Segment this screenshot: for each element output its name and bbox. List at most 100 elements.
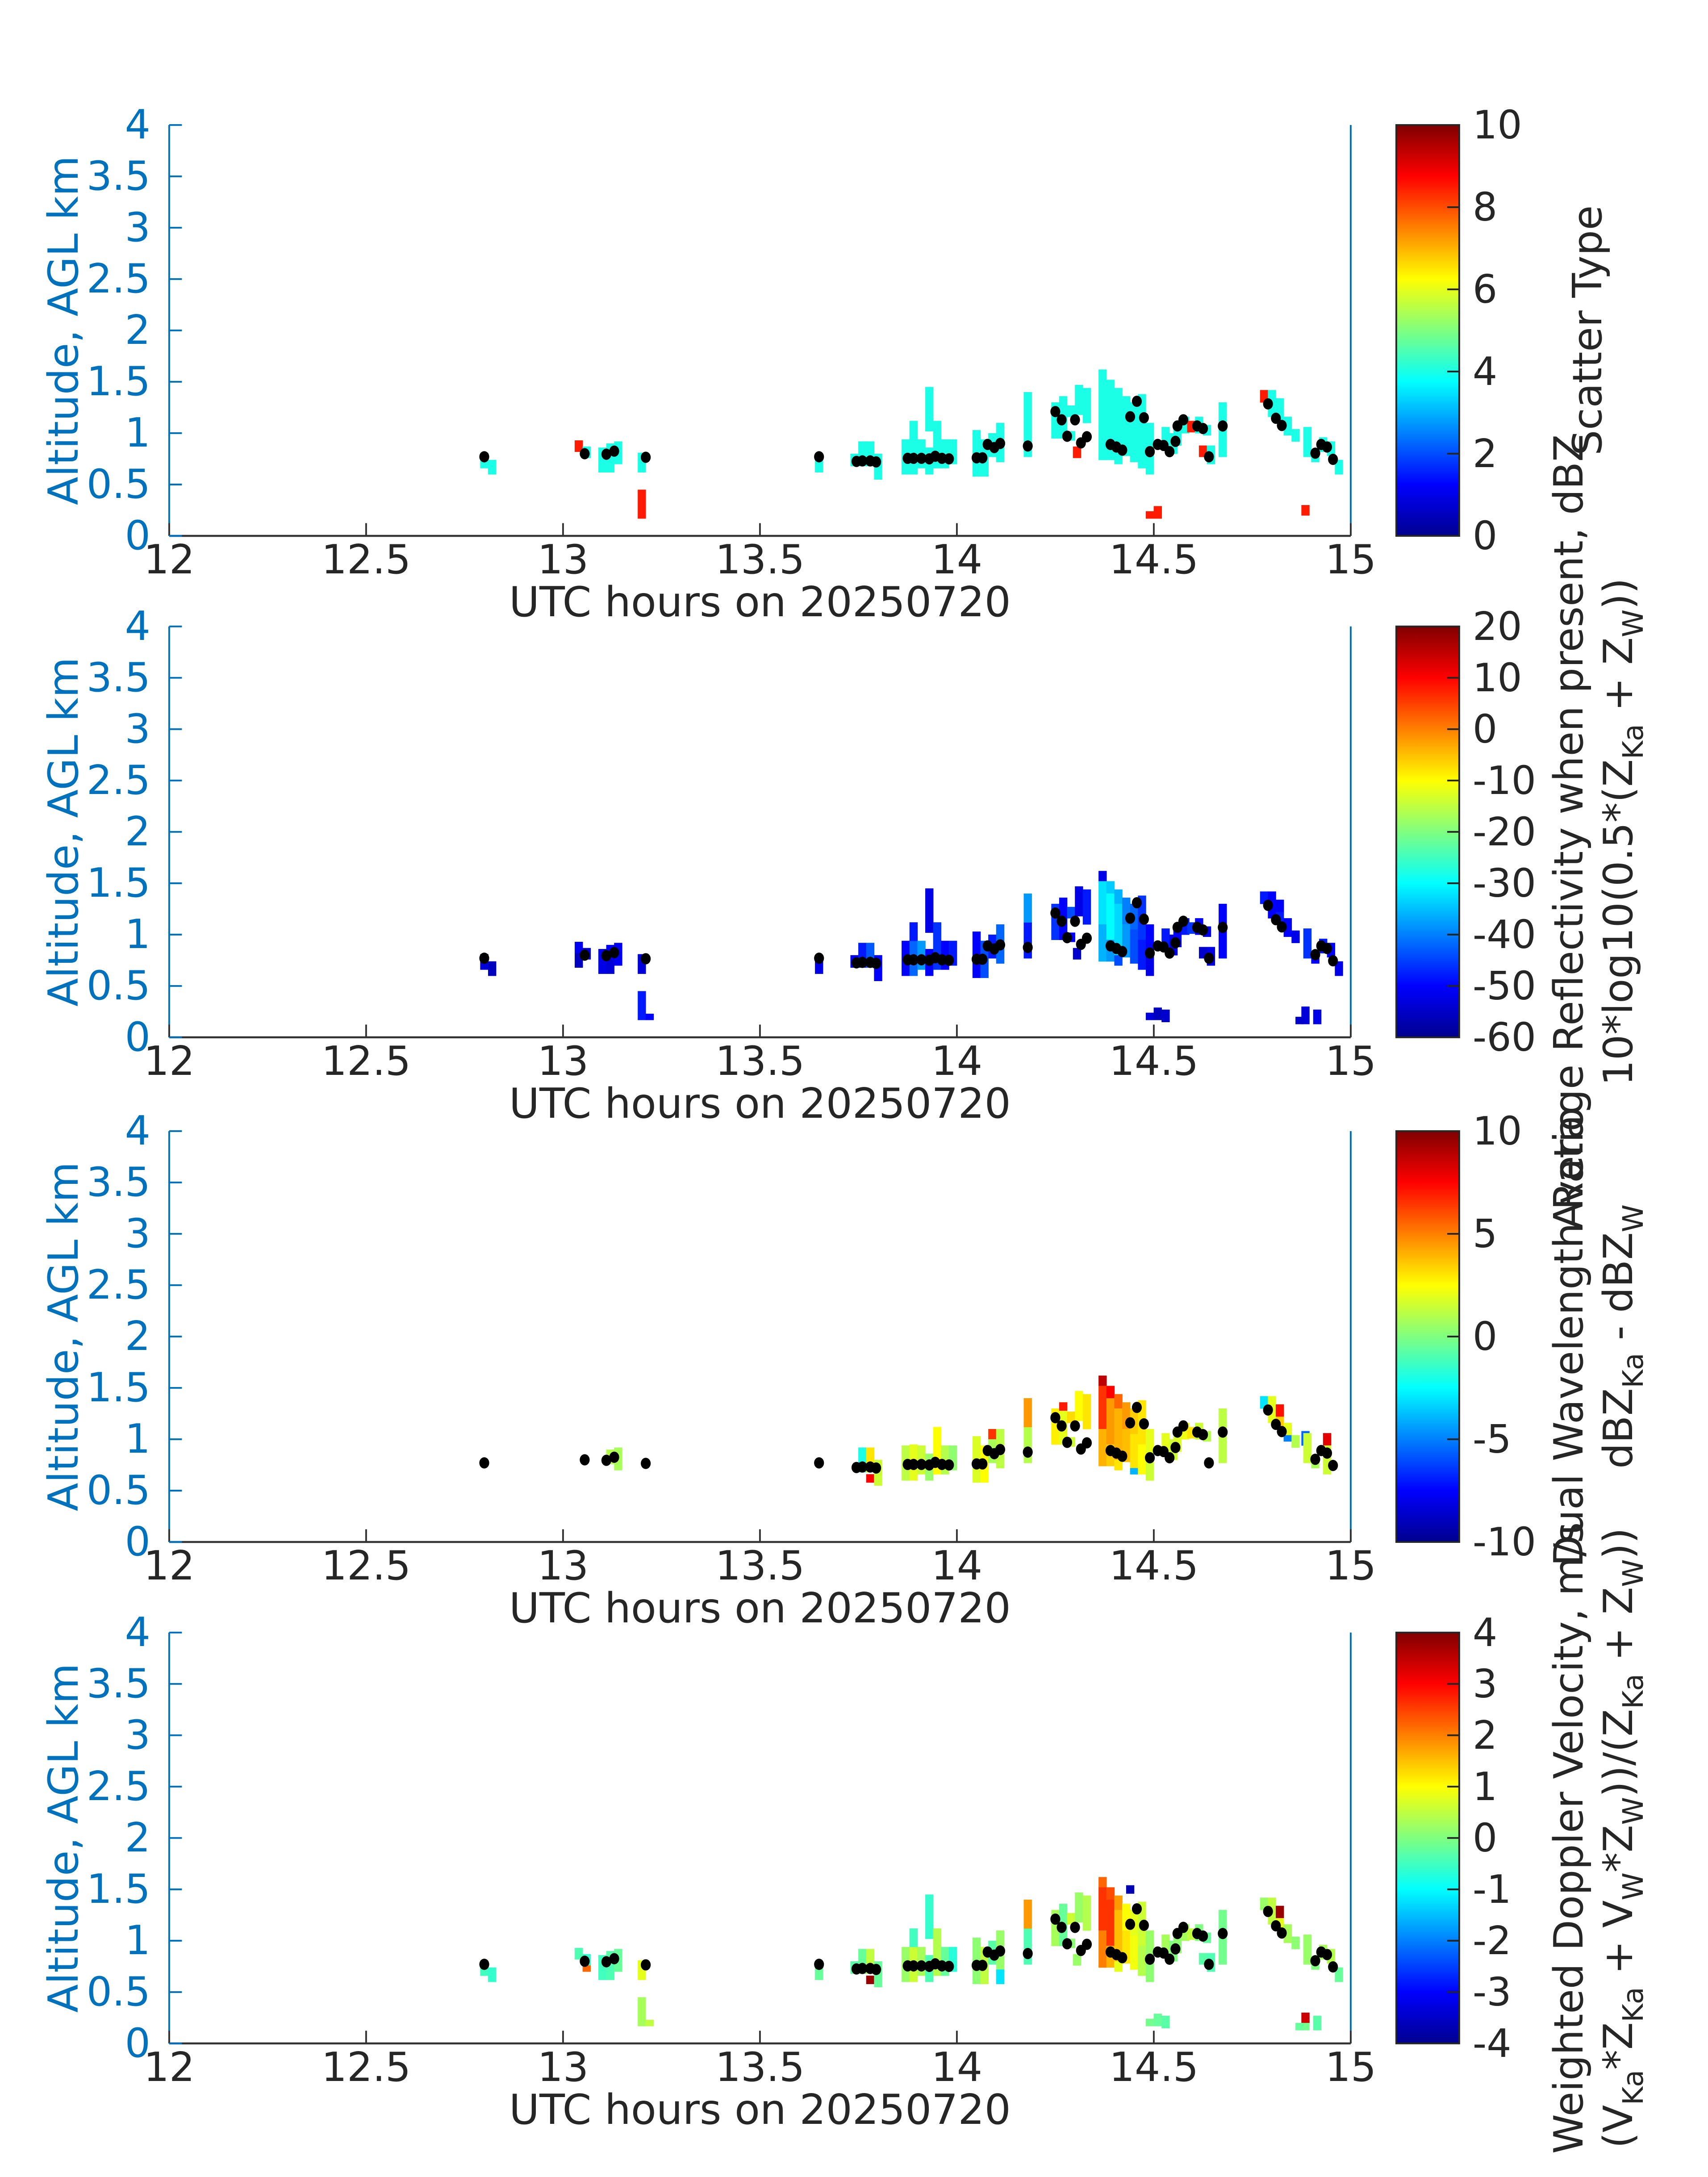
colorbar-tick-label: -5	[1473, 1417, 1512, 1462]
cloud-base-dot	[1165, 947, 1175, 959]
heatmap-cell	[1098, 1930, 1107, 1968]
cloud-base-dot	[1070, 915, 1080, 927]
y-tick-label: 0	[125, 1518, 150, 1565]
cloud-base-dot	[995, 1444, 1006, 1455]
cloud-base-dot	[857, 957, 868, 968]
heatmap-cell	[1161, 1009, 1170, 1022]
heatmap-cell	[1303, 928, 1312, 959]
cloud-base-dot	[1023, 942, 1033, 953]
x-tick-label: 14	[931, 1038, 983, 1085]
heatmap-cell	[582, 1965, 591, 1972]
cloud-base-dot	[1050, 406, 1061, 418]
heatmap-cell	[575, 1947, 583, 1960]
cloud-base-dot	[1178, 915, 1189, 927]
y-tick-label: 0.5	[87, 461, 150, 508]
cloud-base-dot	[871, 957, 881, 969]
cloud-base-dot	[1125, 1417, 1136, 1429]
cloud-base-dot	[1310, 1454, 1320, 1465]
cloud-base-dot	[1170, 435, 1181, 447]
y-tick-label: 3.5	[87, 1159, 150, 1206]
heatmap-cell	[1303, 1433, 1312, 1463]
cloud-base-dot	[1139, 913, 1149, 925]
cloud-base-dot	[1310, 1955, 1320, 1967]
colorbar-tick-label: -40	[1473, 912, 1536, 957]
cloud-base-dot	[1271, 1419, 1281, 1430]
cloud-base-dot	[1328, 1460, 1338, 1471]
heatmap-cell	[1073, 446, 1082, 458]
cloud-base-dot	[1139, 412, 1149, 424]
cloud-base-dot	[944, 954, 954, 966]
y-tick-label: 3	[125, 706, 150, 752]
heatmap-cell	[1145, 453, 1154, 475]
cloud-base-dot	[908, 452, 919, 464]
x-axis-label: UTC hours on 20250720	[509, 578, 1011, 626]
colorbar-tick-label: -60	[1473, 1015, 1536, 1060]
heatmap-cell	[480, 460, 489, 468]
cloud-base-dot	[1070, 1922, 1080, 1933]
cloud-base-dot	[601, 448, 612, 460]
heatmap-cell	[575, 440, 583, 452]
y-tick-label: 0	[125, 2020, 150, 2067]
cloud-base-dot	[1062, 1437, 1072, 1448]
y-tick-label: 1.5	[87, 1364, 150, 1411]
cloud-base-dot	[601, 1454, 612, 1466]
cloud-base-dot	[1057, 1922, 1067, 1933]
heatmap-cell	[1098, 380, 1107, 423]
heatmap-cell	[1114, 1910, 1123, 1962]
x-tick-label: 12.5	[322, 2044, 411, 2091]
heatmap-cell	[1138, 1444, 1146, 1475]
cloud-base-dots	[479, 1402, 1338, 1474]
cloud-base-dot	[580, 448, 590, 460]
cloud-base-dot	[1271, 914, 1281, 926]
colorbar-label-line: Dual Wavelength Ratio	[1545, 1107, 1592, 1567]
y-tick-label: 1	[125, 911, 150, 958]
cloud-base-dot	[814, 451, 824, 463]
heatmap-cell	[1106, 1398, 1115, 1445]
cloud-base-dot	[1178, 414, 1189, 426]
heatmap-cells	[480, 369, 1343, 519]
heatmap-cell	[1153, 1007, 1162, 1020]
cloud-base-dot	[857, 455, 868, 467]
cloud-base-dot	[1139, 1919, 1149, 1931]
cloud-base-dot	[995, 1945, 1006, 1957]
y-axis-label: Altitude, AGL km	[39, 657, 88, 1007]
heatmap-cell	[1114, 402, 1123, 454]
x-tick-label: 12.5	[322, 1038, 411, 1085]
y-tick-label: 3.5	[87, 153, 150, 200]
cloud-base-dot	[1170, 1943, 1181, 1955]
heatmap-cell	[638, 991, 646, 1020]
cloud-base-dot	[1263, 1404, 1273, 1416]
heatmap-cell	[1301, 1006, 1310, 1017]
x-axis-label: UTC hours on 20250720	[509, 2085, 1011, 2134]
cloud-base-dot	[1165, 446, 1175, 457]
heatmap-cell	[1106, 1899, 1115, 1946]
heatmap-cell	[1145, 511, 1154, 519]
cloud-base-dot	[1328, 1961, 1338, 1973]
heatmap-cell	[1145, 1429, 1154, 1460]
cloud-base-dot	[1050, 1412, 1061, 1424]
x-tick-label: 14	[931, 536, 983, 583]
x-tick-label: 13.5	[715, 2044, 805, 2091]
colorbar-tick-label: -10	[1473, 1519, 1536, 1565]
heatmap-cell	[1145, 924, 1154, 956]
cloud-base-dot	[1322, 441, 1332, 453]
cloud-base-dot	[1263, 398, 1273, 410]
cloud-base-dot	[1070, 414, 1080, 426]
heatmap-cell	[1098, 871, 1107, 882]
colorbar-scatter-type: 0 2 4 6 8 10 Scatter Type	[1395, 102, 1611, 559]
colorbar-label-line: (VKa*ZKa + VW*ZW))/(ZKa + ZW))	[1595, 1528, 1650, 2148]
colorbar-tick-label: 8	[1473, 184, 1497, 230]
heatmap-cell	[1114, 903, 1123, 956]
heatmap-cell	[1153, 506, 1162, 519]
heatmap-cell	[1138, 438, 1146, 468]
x-tick-label: 13.5	[715, 1542, 805, 1589]
cloud-base-dot	[944, 1960, 954, 1972]
colorbar-label-line: Weighted Doppler Velocity, m/s	[1545, 1522, 1592, 2154]
heatmap-cell	[1291, 429, 1300, 442]
y-tick-label: 4	[125, 101, 150, 148]
cloud-base-dot	[1263, 899, 1273, 911]
x-tick-label: 14.5	[1109, 536, 1199, 583]
cloud-base-dot	[1198, 423, 1208, 435]
